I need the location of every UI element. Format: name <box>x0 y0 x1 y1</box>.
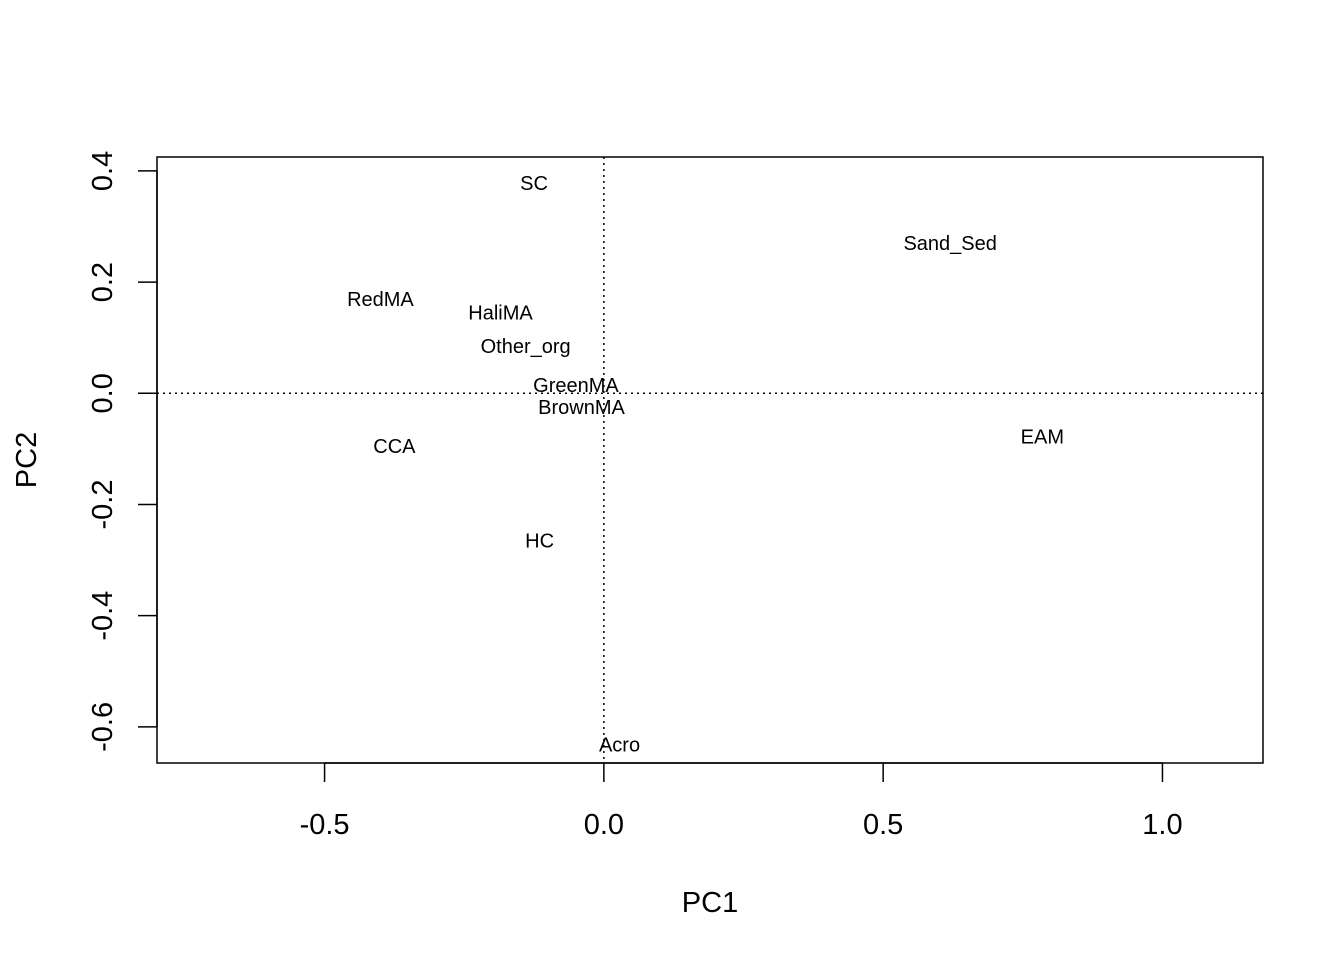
x-tick-label: 1.0 <box>1142 809 1182 841</box>
point-label-eam: EAM <box>1021 427 1064 449</box>
point-label-brownma: BrownMA <box>538 397 625 419</box>
point-label-greenma: GreenMA <box>533 375 619 397</box>
y-tick-label: -0.6 <box>87 702 119 752</box>
y-tick-label: 0.2 <box>87 262 119 302</box>
y-axis-title: PC2 <box>11 432 43 488</box>
x-axis: -0.5 0.0 0.5 1.0 <box>300 762 1183 841</box>
y-tick-label: 0.4 <box>87 151 119 191</box>
plot-box <box>156 156 1264 764</box>
x-tick-label: 0.0 <box>584 809 624 841</box>
point-label-other-org: Other_org <box>481 336 571 358</box>
point-label-halima: HaliMA <box>468 303 533 325</box>
x-axis-title: PC1 <box>682 887 738 919</box>
x-tick-label: 0.5 <box>863 809 903 841</box>
y-tick-label: -0.4 <box>87 591 119 641</box>
y-tick-label: 0.0 <box>87 373 119 413</box>
point-label-cca: CCA <box>373 436 416 458</box>
point-label-redma: RedMA <box>347 289 414 311</box>
point-label-sand-sed: Sand_Sed <box>903 233 996 255</box>
point-labels: SC Sand_Sed RedMA HaliMA Other_org GreenMABro… <box>347 173 1064 757</box>
point-label-sc: SC <box>520 173 548 195</box>
y-tick-label: -0.2 <box>87 479 119 529</box>
point-label-acro: Acro <box>599 735 640 757</box>
point-label-hc: HC <box>525 531 554 553</box>
y-axis: 0.4 0.2 0.0 -0.2 -0.4 -0.6 <box>87 151 158 752</box>
x-tick-label: -0.5 <box>300 809 350 841</box>
